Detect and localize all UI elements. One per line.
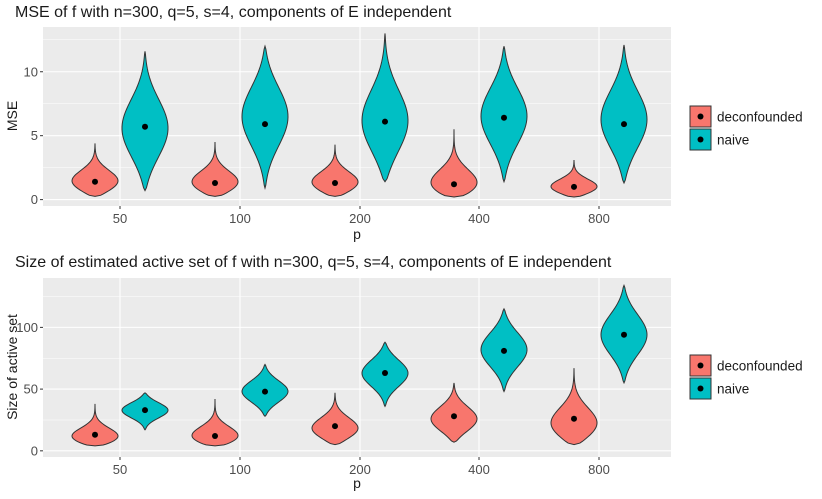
legend-key-point-naive: [697, 385, 704, 392]
median-point-deconfounded-200: [332, 179, 338, 186]
x-axis-label: p: [353, 475, 361, 491]
median-point-deconfounded-50: [92, 178, 98, 185]
violin-deconfounded-50: [71, 403, 119, 447]
x-tick-label-200: 200: [349, 462, 371, 477]
legend-label-naive: naive: [717, 133, 749, 148]
median-point-naive-800: [621, 331, 627, 338]
legend: deconfounded naive: [689, 354, 803, 400]
x-tick-label-400: 400: [468, 462, 490, 477]
legend: deconfounded naive: [689, 105, 803, 151]
median-point-naive-200: [382, 118, 388, 125]
violin-deconfounded-200: [311, 392, 359, 446]
legend-label-deconfounded: deconfounded: [717, 110, 803, 125]
y-tick-label: 50: [24, 382, 38, 397]
x-tick-label-200: 200: [349, 211, 371, 226]
violin-naive-100: [241, 44, 289, 191]
y-tick-label: 100: [16, 320, 38, 335]
median-point-deconfounded-800: [571, 415, 577, 422]
y-axis-label: Size of active set: [4, 314, 20, 420]
x-tick-label-100: 100: [229, 211, 251, 226]
chart-panel-2: 0 50 100 50 100 200 400 800 Size of estimated ac…: [4, 254, 803, 491]
median-point-deconfounded-100: [212, 179, 218, 186]
violin-deconfounded-100: [191, 398, 239, 447]
median-point-deconfounded-200: [332, 423, 338, 430]
median-point-naive-50: [142, 123, 148, 130]
median-point-naive-100: [262, 388, 268, 395]
median-point-naive-200: [382, 370, 388, 377]
violin-naive-400: [480, 46, 528, 184]
median-point-deconfounded-100: [212, 433, 218, 440]
y-tick-label: 10: [24, 64, 38, 79]
median-point-naive-50: [142, 407, 148, 414]
violin-deconfounded-800: [550, 159, 598, 198]
median-point-deconfounded-50: [92, 431, 98, 438]
violin-naive-50: [121, 51, 169, 192]
x-tick-label-800: 800: [588, 211, 610, 226]
median-point-naive-400: [501, 114, 507, 121]
y-tick-label: 0: [31, 443, 38, 458]
y-tick-label: 0: [31, 192, 38, 207]
median-point-naive-800: [621, 121, 627, 128]
violin-deconfounded-400: [430, 382, 478, 443]
legend-label-naive: naive: [717, 382, 749, 397]
legend-key-point-naive: [697, 136, 704, 143]
violin-deconfounded-100: [191, 142, 239, 197]
chart-panel-1: 0 5 10 50 100 200 400 800 MSE of f with n=300, q…: [4, 4, 803, 242]
violin-deconfounded-50: [71, 143, 119, 197]
violin-deconfounded-800: [550, 368, 598, 446]
legend-label-deconfounded: deconfounded: [717, 359, 803, 374]
violin-deconfounded-200: [311, 144, 359, 197]
x-tick-label-50: 50: [113, 462, 127, 477]
x-tick-label-50: 50: [113, 211, 127, 226]
x-axis-label: p: [353, 226, 361, 242]
x-tick-label-800: 800: [588, 462, 610, 477]
median-point-deconfounded-400: [451, 413, 457, 420]
legend-key-point-deconfounded: [697, 362, 704, 369]
chart-title: MSE of f with n=300, q=5, s=4, component…: [15, 4, 452, 21]
x-tick-label-400: 400: [468, 211, 490, 226]
violin-naive-800: [600, 44, 648, 185]
violin-naive-200: [361, 33, 409, 183]
median-point-deconfounded-400: [451, 181, 457, 188]
x-tick-label-100: 100: [229, 462, 251, 477]
legend-key-point-deconfounded: [697, 113, 704, 120]
median-point-naive-100: [262, 121, 268, 128]
violin-deconfounded-400: [430, 129, 478, 198]
median-point-deconfounded-800: [571, 183, 577, 190]
y-tick-label: 5: [31, 128, 38, 143]
chart-title: Size of estimated active set of f with n…: [15, 254, 612, 271]
median-point-naive-400: [501, 347, 507, 354]
y-axis-label: MSE: [4, 101, 20, 131]
